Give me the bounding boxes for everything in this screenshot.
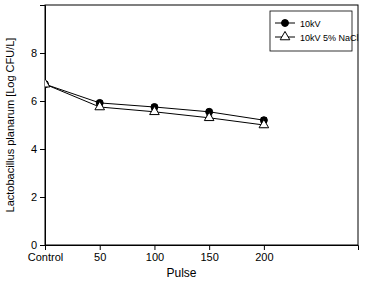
y-axis-title: Lactobacillus planarum [Log CFU/L] [4, 38, 16, 213]
y-tick-label: 0 [31, 239, 37, 251]
x-axis-title: Pulse [166, 266, 196, 280]
series-marker [45, 79, 50, 87]
series-line [45, 84, 264, 120]
y-tick: 0 [31, 239, 45, 251]
y-axis: 0 2 4 6 8 [31, 6, 46, 252]
y-tick-label: 2 [31, 191, 37, 203]
y-tick: 2 [31, 191, 45, 203]
y-tick-label: 4 [31, 143, 37, 155]
plot-frame [45, 5, 358, 245]
x-tick: Control [28, 245, 63, 263]
y-tick: 8 [31, 47, 45, 59]
x-axis: Control 50 100 150 200 [28, 245, 359, 263]
y-tick-mark [40, 245, 45, 246]
x-tick-mark [100, 245, 101, 250]
series-marker [150, 106, 160, 114]
y-tick-mark [40, 149, 45, 150]
y-tick: 4 [31, 143, 45, 155]
x-tick-label: 200 [255, 251, 273, 263]
plot: 0 2 4 6 8 Control 50 100 150 200 10kV 10kV 5% NaCl [28, 5, 359, 263]
x-tick-label: 100 [146, 251, 164, 263]
x-tick: 50 [94, 245, 106, 263]
x-axis-line [46, 246, 359, 251]
x-tick-mark [209, 245, 210, 250]
legend-label: 10kV 5% NaCl [300, 33, 359, 43]
legend-marker [282, 20, 289, 27]
y-tick-mark [40, 53, 45, 54]
x-tick-label: Control [28, 251, 63, 263]
y-tick-label: 6 [31, 95, 37, 107]
chart: 0 2 4 6 8 Control 50 100 150 200 10kV 10kV 5% NaCl P… [0, 0, 365, 285]
x-tick-label: 50 [94, 251, 106, 263]
legend: 10kV 10kV 5% NaCl [270, 11, 359, 51]
series-marker [95, 101, 105, 109]
x-tick: 150 [200, 245, 218, 263]
x-tick-mark [154, 245, 155, 250]
legend-label: 10kV [300, 19, 321, 29]
x-tick-label: 150 [200, 251, 218, 263]
legend-marker [280, 31, 290, 39]
legend-box [270, 11, 352, 51]
y-tick-label: 8 [31, 47, 37, 59]
y-tick-mark [40, 101, 45, 102]
series-marker [204, 112, 214, 120]
x-tick-mark [264, 245, 265, 250]
series-marker [259, 119, 269, 127]
data-layer [45, 79, 269, 128]
series-line [45, 84, 264, 125]
x-tick-mark [45, 245, 46, 250]
y-tick-mark [40, 197, 45, 198]
x-tick: 100 [146, 245, 164, 263]
y-tick: 6 [31, 95, 45, 107]
x-tick: 200 [255, 245, 273, 263]
y-axis-line [40, 6, 46, 246]
